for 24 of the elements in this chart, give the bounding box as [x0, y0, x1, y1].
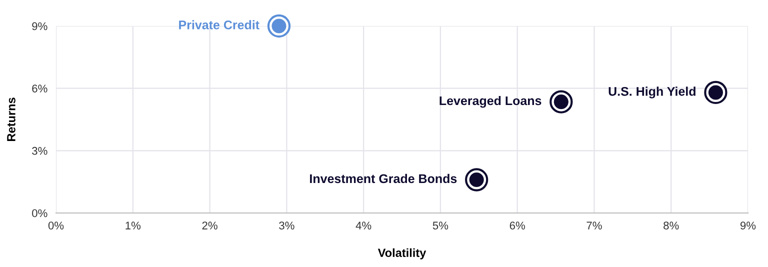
y-axis-title: Returns: [7, 98, 16, 142]
x-tick-label: 8%: [664, 222, 679, 230]
point: [550, 90, 573, 114]
x-tick-label: 3%: [279, 222, 294, 230]
series-label: Leveraged Loans: [440, 96, 542, 108]
x-tick-label: 7%: [586, 222, 602, 230]
y-tick-label: 3%: [32, 146, 48, 155]
x-tick-label: 0%: [48, 222, 64, 230]
point: [267, 14, 291, 38]
x-tick-label: 4%: [356, 222, 372, 230]
point: [704, 80, 728, 104]
y-tick-label: 6%: [32, 84, 48, 92]
y-tick-label: 0%: [32, 209, 48, 218]
y-tick-label: 9%: [32, 22, 48, 30]
x-tick-label: 5%: [432, 222, 448, 230]
x-tick-label: 9%: [740, 222, 756, 230]
x-axis-title: Volatility: [378, 248, 426, 260]
series-label: Investment Grade Bonds: [310, 174, 457, 184]
x-tick-label: 1%: [126, 222, 141, 230]
x-tick-label: 2%: [202, 222, 218, 230]
series-label: Private Credit: [179, 20, 260, 30]
series-label: U.S. High Yield: [608, 86, 696, 98]
point: [465, 168, 488, 192]
x-tick-label: 6%: [510, 222, 525, 230]
